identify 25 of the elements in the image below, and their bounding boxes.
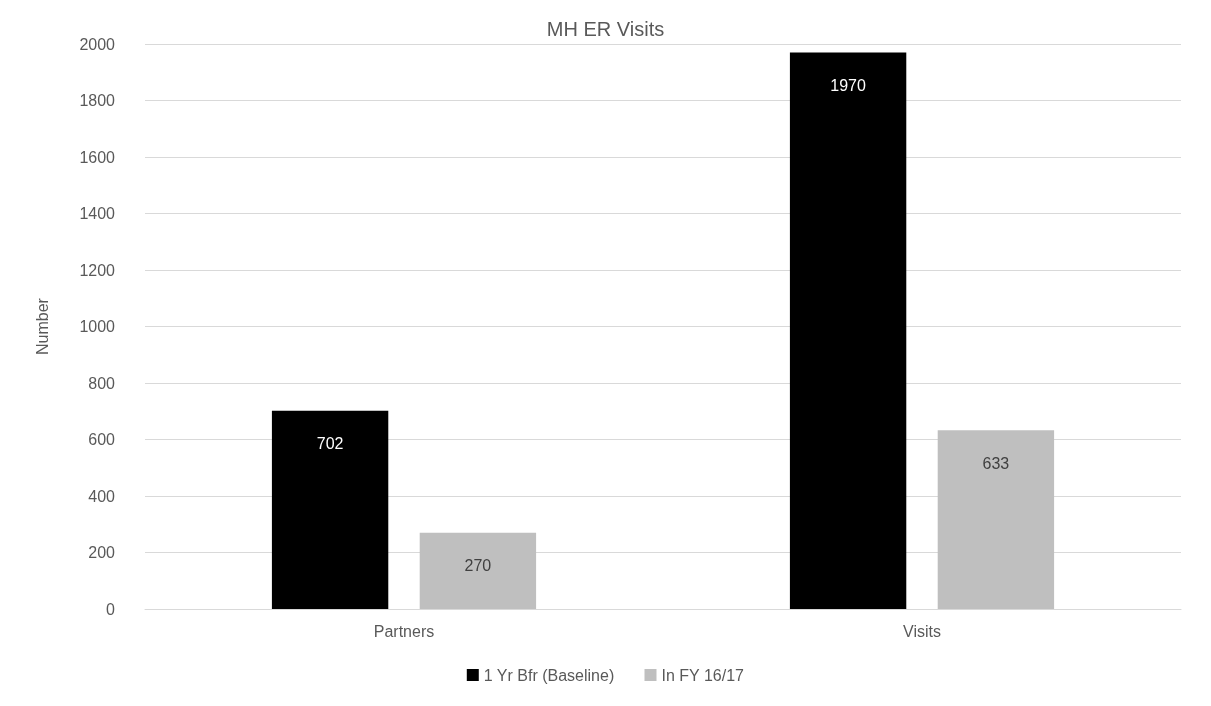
bar	[937, 430, 1055, 609]
y-tick-label: 400	[88, 487, 116, 505]
x-tick-label: Partners	[373, 622, 435, 640]
bar	[789, 52, 907, 609]
y-tick-label: 1600	[79, 148, 116, 166]
y-tick-label: 0	[106, 600, 116, 618]
y-tick-label: 800	[88, 374, 116, 392]
chart-title: MH ER Visits	[546, 18, 665, 40]
y-tick-label: 600	[88, 431, 116, 448]
y-tick-label: 1200	[79, 261, 116, 279]
y-tick-label: 1400	[79, 205, 116, 222]
data-label: 702	[316, 435, 344, 453]
bar	[271, 410, 389, 609]
data-label: 1970	[830, 76, 866, 94]
bar	[419, 532, 537, 609]
legend-label: In FY 16/17	[661, 666, 745, 684]
y-tick-label: 200	[88, 544, 116, 561]
x-tick-label: Visits	[903, 622, 941, 640]
y-tick-label: 2000	[79, 35, 116, 53]
data-label: 270	[464, 557, 492, 575]
y-tick-label: 1000	[79, 318, 116, 335]
data-label: 633	[982, 454, 1010, 472]
y-axis-title: Number	[33, 297, 51, 355]
legend-label: 1 Yr Bfr (Baseline)	[483, 666, 615, 684]
y-tick-label: 1800	[79, 92, 116, 109]
